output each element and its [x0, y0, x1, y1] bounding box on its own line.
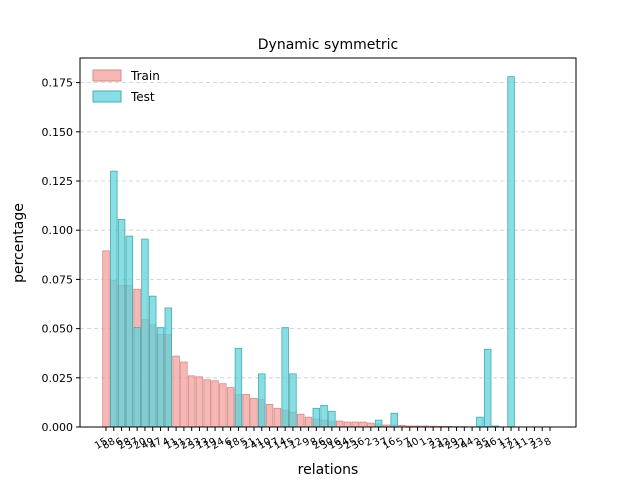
bar-test [329, 411, 336, 427]
x-axis-label: relations [298, 462, 359, 478]
bar-train [305, 417, 312, 427]
y-axis: 0.000 0.025 0.050 0.075 0.100 0.125 0.150 0.175 [42, 77, 81, 434]
chart-title: Dynamic symmetric [258, 37, 399, 53]
bar-test [508, 77, 515, 427]
bar-test [134, 328, 141, 427]
bar-train [297, 414, 304, 427]
bar-test [321, 405, 328, 427]
bar-train [251, 398, 258, 427]
bar-train [103, 251, 110, 427]
legend-label-train: Train [130, 69, 160, 83]
bars [103, 77, 515, 427]
y-tick-label: 0.025 [42, 372, 74, 385]
bar-train [212, 381, 219, 427]
y-tick-label: 0.150 [42, 126, 74, 139]
y-tick-label: 0.175 [42, 77, 74, 90]
bar-test [477, 417, 484, 427]
y-tick-label: 0.075 [42, 273, 74, 286]
bar-train [266, 404, 273, 427]
y-axis-label: percentage [11, 203, 27, 283]
bar-test [110, 171, 117, 427]
bar-train [204, 380, 211, 427]
bar-test [484, 349, 491, 427]
bar-test [258, 374, 265, 427]
bar-train [243, 395, 250, 427]
bar-test [142, 239, 149, 427]
bar-test [290, 374, 297, 427]
legend-swatch-test [93, 91, 121, 102]
bar-test [165, 308, 172, 427]
legend-label-test: Test [130, 90, 155, 104]
bar-test [235, 348, 242, 427]
bar-train [344, 422, 351, 427]
y-tick-label: 0.100 [42, 224, 74, 237]
bar-train [352, 422, 359, 427]
bar-train [220, 384, 227, 427]
bar-train [196, 377, 203, 427]
y-tick-label: 0.125 [42, 175, 74, 188]
bar-test [313, 408, 320, 427]
y-tick-label: 0.050 [42, 323, 74, 336]
legend: Train Test [93, 69, 160, 104]
bar-train [274, 408, 281, 427]
bar-test [282, 328, 289, 427]
bar-train [173, 356, 180, 427]
bar-test [157, 328, 164, 427]
bar-test [118, 219, 125, 427]
bar-train [368, 423, 375, 427]
bar-test [375, 420, 382, 427]
bar-train [360, 422, 367, 427]
bar-train [227, 388, 234, 427]
x-axis: 1588628372049474113122331319246185214110… [93, 427, 554, 452]
bar-train [336, 421, 343, 427]
bar-test [149, 296, 156, 427]
legend-swatch-train [93, 70, 121, 81]
bar-test [126, 236, 133, 427]
y-tick-label: 0.000 [42, 421, 74, 434]
x-tick-label: 8 [542, 436, 553, 449]
bar-train [188, 376, 195, 427]
bar-train [181, 362, 188, 427]
bar-test [391, 413, 398, 427]
